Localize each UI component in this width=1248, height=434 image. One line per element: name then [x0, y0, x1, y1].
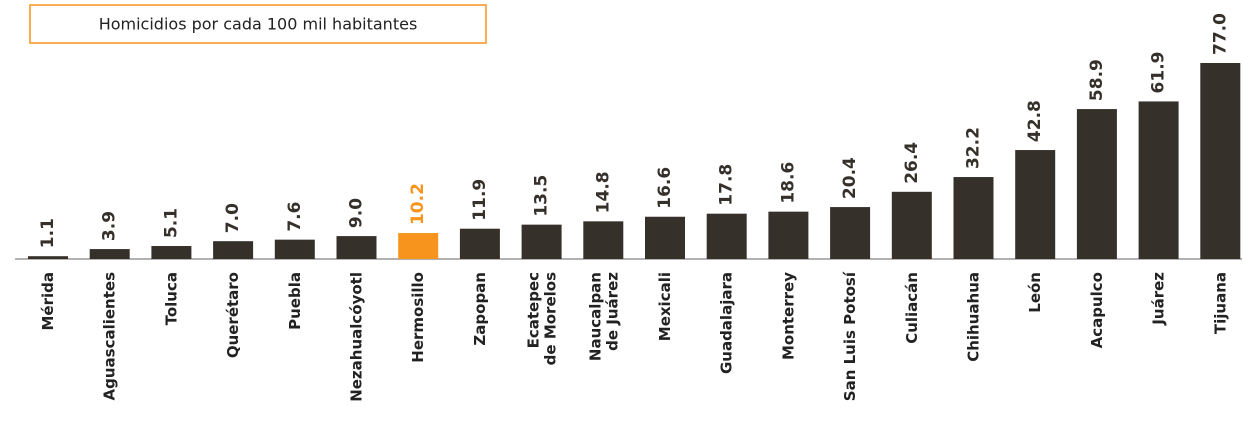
value-label: 16.6: [655, 167, 675, 209]
x-tick-label: Toluca: [162, 272, 180, 325]
x-tick-label: Naucalpan: [586, 272, 604, 361]
x-tick-label: Hermosillo: [409, 272, 427, 363]
bar: [645, 216, 685, 259]
value-label: 42.8: [1025, 100, 1045, 142]
value-label: 14.8: [593, 171, 613, 213]
value-label: 18.6: [778, 162, 798, 204]
x-tick-label: de Juárez: [603, 272, 621, 351]
x-tick-label: Tijuana: [1211, 272, 1229, 334]
bar: [274, 239, 315, 259]
value-label: 7.6: [285, 202, 305, 232]
x-tick-label: Mexicali: [656, 272, 674, 341]
bar: [1200, 63, 1241, 259]
bar: [28, 256, 68, 259]
value-label: 32.2: [964, 127, 984, 169]
value-label: 13.5: [532, 175, 552, 217]
x-tick-label: León: [1026, 272, 1044, 313]
bar: [398, 233, 439, 259]
x-tick-label: Guadalajara: [718, 272, 736, 374]
x-tick-label: Juárez: [1150, 272, 1168, 326]
bar: [953, 177, 994, 259]
x-tick-label: Aguascalientes: [101, 272, 119, 401]
value-label: 1.1: [38, 218, 58, 248]
x-tick-label: Nezahualcóyotl: [348, 272, 366, 402]
bar: [151, 246, 192, 259]
value-label: 3.9: [100, 211, 120, 241]
value-label: 17.8: [717, 164, 737, 206]
x-tick-label: San Luis Potosí: [841, 271, 859, 401]
bar: [1076, 109, 1117, 259]
bar: [213, 241, 254, 259]
x-tick-label: Querétaro: [224, 272, 242, 358]
x-tick-label: Zapopan: [471, 272, 489, 346]
value-label: 5.1: [161, 208, 181, 238]
value-label: 58.9: [1087, 59, 1107, 101]
chart-title: Homicidios por cada 100 mil habitantes: [99, 15, 418, 34]
x-tick-label: de Morelos: [542, 272, 560, 365]
x-tick-label: Acapulco: [1088, 272, 1106, 348]
value-label: 9.0: [347, 198, 367, 228]
bar: [89, 249, 130, 259]
value-label: 10.2: [408, 183, 428, 225]
x-tick-label: Culiacán: [903, 272, 921, 344]
x-tick-label: Monterrey: [779, 272, 797, 360]
bar: [521, 224, 562, 259]
value-label: 61.9: [1149, 51, 1169, 93]
bar: [459, 228, 500, 259]
bar: [891, 191, 932, 259]
x-tick-label: Ecatepec: [525, 272, 543, 348]
title-box: [29, 4, 487, 44]
value-label: 20.4: [840, 157, 860, 199]
bar: [583, 221, 624, 259]
x-tick-label: Mérida: [39, 272, 57, 331]
x-tick-label: Puebla: [286, 272, 304, 330]
bar: [768, 211, 809, 259]
bar: [706, 213, 747, 259]
bar: [830, 207, 871, 259]
bar: [1015, 150, 1056, 259]
value-label: 11.9: [470, 179, 490, 221]
value-label: 77.0: [1210, 13, 1230, 55]
bar: [1138, 101, 1179, 259]
value-label: 26.4: [902, 142, 922, 184]
value-label: 7.0: [223, 203, 243, 233]
x-tick-label: Chihuahua: [965, 272, 983, 362]
bar: [336, 236, 377, 259]
